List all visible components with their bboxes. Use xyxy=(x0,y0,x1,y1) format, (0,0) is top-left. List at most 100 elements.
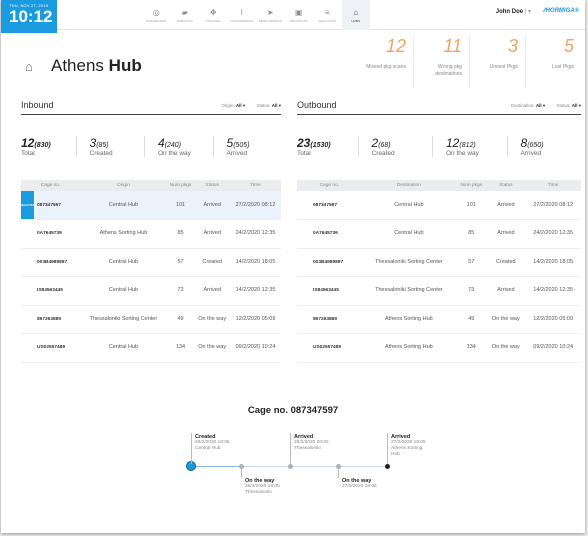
cage-number: 003B4989897 xyxy=(21,248,81,277)
cage-number: 003B4989897 xyxy=(297,248,362,277)
stat-total: 23(1530) Total xyxy=(297,136,358,157)
table-cell: 57 xyxy=(456,248,487,277)
nav-item-dispatch[interactable]: ▰ DISPATCH xyxy=(171,0,200,30)
user-menu[interactable]: John Doe | ▾ xyxy=(496,8,531,15)
table-cell: Arrived xyxy=(486,276,526,306)
table-cell: Arrived xyxy=(194,219,231,249)
table-cell: 73 xyxy=(166,276,195,306)
timeline-title: Cage no. 087347597 xyxy=(247,405,339,416)
kpi-row: 12 Missed pkg scans 11 Wrong pkg destinatio… xyxy=(357,35,581,87)
timeline-tick xyxy=(241,469,242,478)
column-header: Origin xyxy=(80,180,167,191)
nav-item-outstanding[interactable]: ǀ OUTSTANDING xyxy=(228,0,257,30)
table-cell: 27/2/2020 08:12 xyxy=(525,191,581,220)
nav-item-dashboard[interactable]: ◎ DASHBOARD xyxy=(142,0,171,30)
hub-name: Athens xyxy=(51,56,104,75)
table-cell: 24/2/2020 12:35 xyxy=(525,219,581,249)
table-row[interactable]: 867263889 Thessaloniki Sorting Center 49 On… xyxy=(21,305,281,334)
list-icon: ≡ xyxy=(324,7,330,17)
table-row[interactable]: SELECTED 087347597 Central Hub 101 Arrived 27… xyxy=(20,191,281,220)
event-status: On the way xyxy=(342,478,372,484)
clock-time: 10:12 xyxy=(9,7,53,26)
nav-item-label: DISPATCH xyxy=(176,18,193,23)
nav-item-tracker[interactable]: ✥ TRACKER xyxy=(199,0,228,30)
filter-label: Status: xyxy=(556,103,571,108)
table-cell: Athens Sorting Hub xyxy=(361,305,457,334)
table-row[interactable]: IS84563445 Thessaloniki Sorting Center 73 A… xyxy=(297,276,581,306)
filter-label: Status: xyxy=(256,103,271,108)
warehouse-icon: ⌂ xyxy=(353,7,359,17)
table-cell: Athens Sorting Hub xyxy=(80,219,167,249)
selected-badge: SELECTED xyxy=(20,191,35,219)
event-time: 26/2/2020 18:05 xyxy=(245,484,280,489)
table-row[interactable]: 0A7645739 Central Hub 85 Arrived 24/2/2020 1… xyxy=(297,219,581,249)
table-cell: 12/2/2020 05:09 xyxy=(525,305,581,334)
event-place: Thessaloniki xyxy=(245,490,272,495)
stat-subvalue: (505) xyxy=(233,142,250,149)
table-cell: On the way xyxy=(486,333,526,363)
table-cell: Central Hub xyxy=(80,248,167,277)
timeline-dot[interactable] xyxy=(384,464,390,469)
stat-created: 3(85) Created xyxy=(75,136,145,157)
kpi-label: Lost Pkgs xyxy=(552,64,574,70)
event-time: 26/2/2020 20:05 xyxy=(294,440,329,445)
cage-number: 087347597 xyxy=(297,191,362,220)
table-row[interactable]: US02557489 Athens Sorting Hub 134 On the wa… xyxy=(297,333,581,363)
timeline-tick xyxy=(290,433,291,464)
column-header: Num pkgs xyxy=(166,180,195,191)
timeline-dot[interactable] xyxy=(287,464,293,469)
kpi-card: 11 Wrong pkg destinations xyxy=(413,35,469,87)
status-filter[interactable]: Status: All ▾ xyxy=(556,103,581,108)
cage-number: 0A7645739 xyxy=(297,219,362,249)
filter-value: All ▾ xyxy=(535,103,546,108)
status-filter[interactable]: Status: All ▾ xyxy=(256,103,281,108)
table-cell: 85 xyxy=(166,219,195,249)
nav-item-products[interactable]: ▣ PRODUCTS xyxy=(285,0,314,30)
stat-label: Total xyxy=(21,150,35,157)
table-cell: 14/2/2020 12:35 xyxy=(230,276,281,306)
column-header: Destination xyxy=(361,180,457,191)
cages-table: Cage no. Destination Num pkgs Status Time 087… xyxy=(297,180,581,363)
box-icon: ▣ xyxy=(294,7,303,17)
kpi-label: Wrong pkg destinations xyxy=(435,64,462,77)
table-cell: Central Hub xyxy=(80,191,167,220)
column-header: Cage no. xyxy=(21,180,81,191)
kpi-value: 5 xyxy=(563,36,574,56)
timeline-event: On the way 26/2/2020 18:05 Thessaloniki xyxy=(245,478,280,496)
origin-filter[interactable]: Origin: All ▾ xyxy=(221,103,245,108)
stats-row: 23(1530) Total 2(68) Created 12(812) On the w… xyxy=(297,136,581,157)
timeline-dot[interactable] xyxy=(238,464,244,469)
table-row[interactable]: 0A7645739 Athens Sorting Hub 85 Arrived 24/2… xyxy=(21,219,281,249)
stat-on-the-way: 12(812) On the way xyxy=(432,136,507,157)
table-cell: 09/2/2020 10:24 xyxy=(525,333,581,363)
kpi-card: 12 Missed pkg scans xyxy=(357,35,413,87)
kpi-card: 5 Lost Pkgs xyxy=(525,35,581,87)
page-title: Athens Hub xyxy=(51,56,142,76)
cage-number: IS84563445 xyxy=(297,276,362,306)
table-row[interactable]: 003B4989897 Central Hub 57 Created 14/2/2020… xyxy=(21,248,281,277)
table-cell: Athens Sorting Hub xyxy=(361,333,457,363)
cage-number: US02557489 xyxy=(297,333,362,363)
table-row[interactable]: 003B4989897 Thessaloniki Sorting Center 57… xyxy=(297,248,581,277)
table-row[interactable]: 087347597 Central Hub 101 Arrived 27/2/2020 … xyxy=(297,191,581,220)
timeline-dot[interactable] xyxy=(335,464,341,469)
hub-name-bold: Hub xyxy=(108,56,142,75)
table-cell: Created xyxy=(486,248,526,277)
column-header: Num pkgs xyxy=(456,180,487,191)
panel-title: Inbound xyxy=(21,100,54,110)
destination-filter[interactable]: Destination: All ▾ xyxy=(511,103,545,108)
nav-item-send-orders[interactable]: ➤ SEND ORDERS xyxy=(256,0,285,30)
nav-item-hubs[interactable]: ⌂ HUBS xyxy=(341,0,370,30)
truck-icon: ▰ xyxy=(181,7,188,17)
stat-arrived: 5(505) Arrived xyxy=(212,136,282,157)
stat-label: Created xyxy=(371,150,395,157)
nav-item-analytics[interactable]: ≡ ANALYTICS xyxy=(313,0,342,30)
table-row[interactable]: 867263889 Athens Sorting Hub 49 On the way 1… xyxy=(297,305,581,334)
table-cell: 14/2/2020 18:05 xyxy=(230,248,281,277)
cage-number: SELECTED 087347597 xyxy=(20,191,81,220)
table-row[interactable]: US02557489 Central Hub 134 On the way 09/2/2… xyxy=(21,333,281,363)
table-cell: Created xyxy=(194,248,231,277)
filters: Destination: All ▾ Status: All ▾ xyxy=(501,103,581,109)
table-row[interactable]: IS84563445 Central Hub 73 Arrived 14/2/2020 … xyxy=(21,276,281,306)
table-cell: 14/2/2020 18:05 xyxy=(525,248,581,277)
